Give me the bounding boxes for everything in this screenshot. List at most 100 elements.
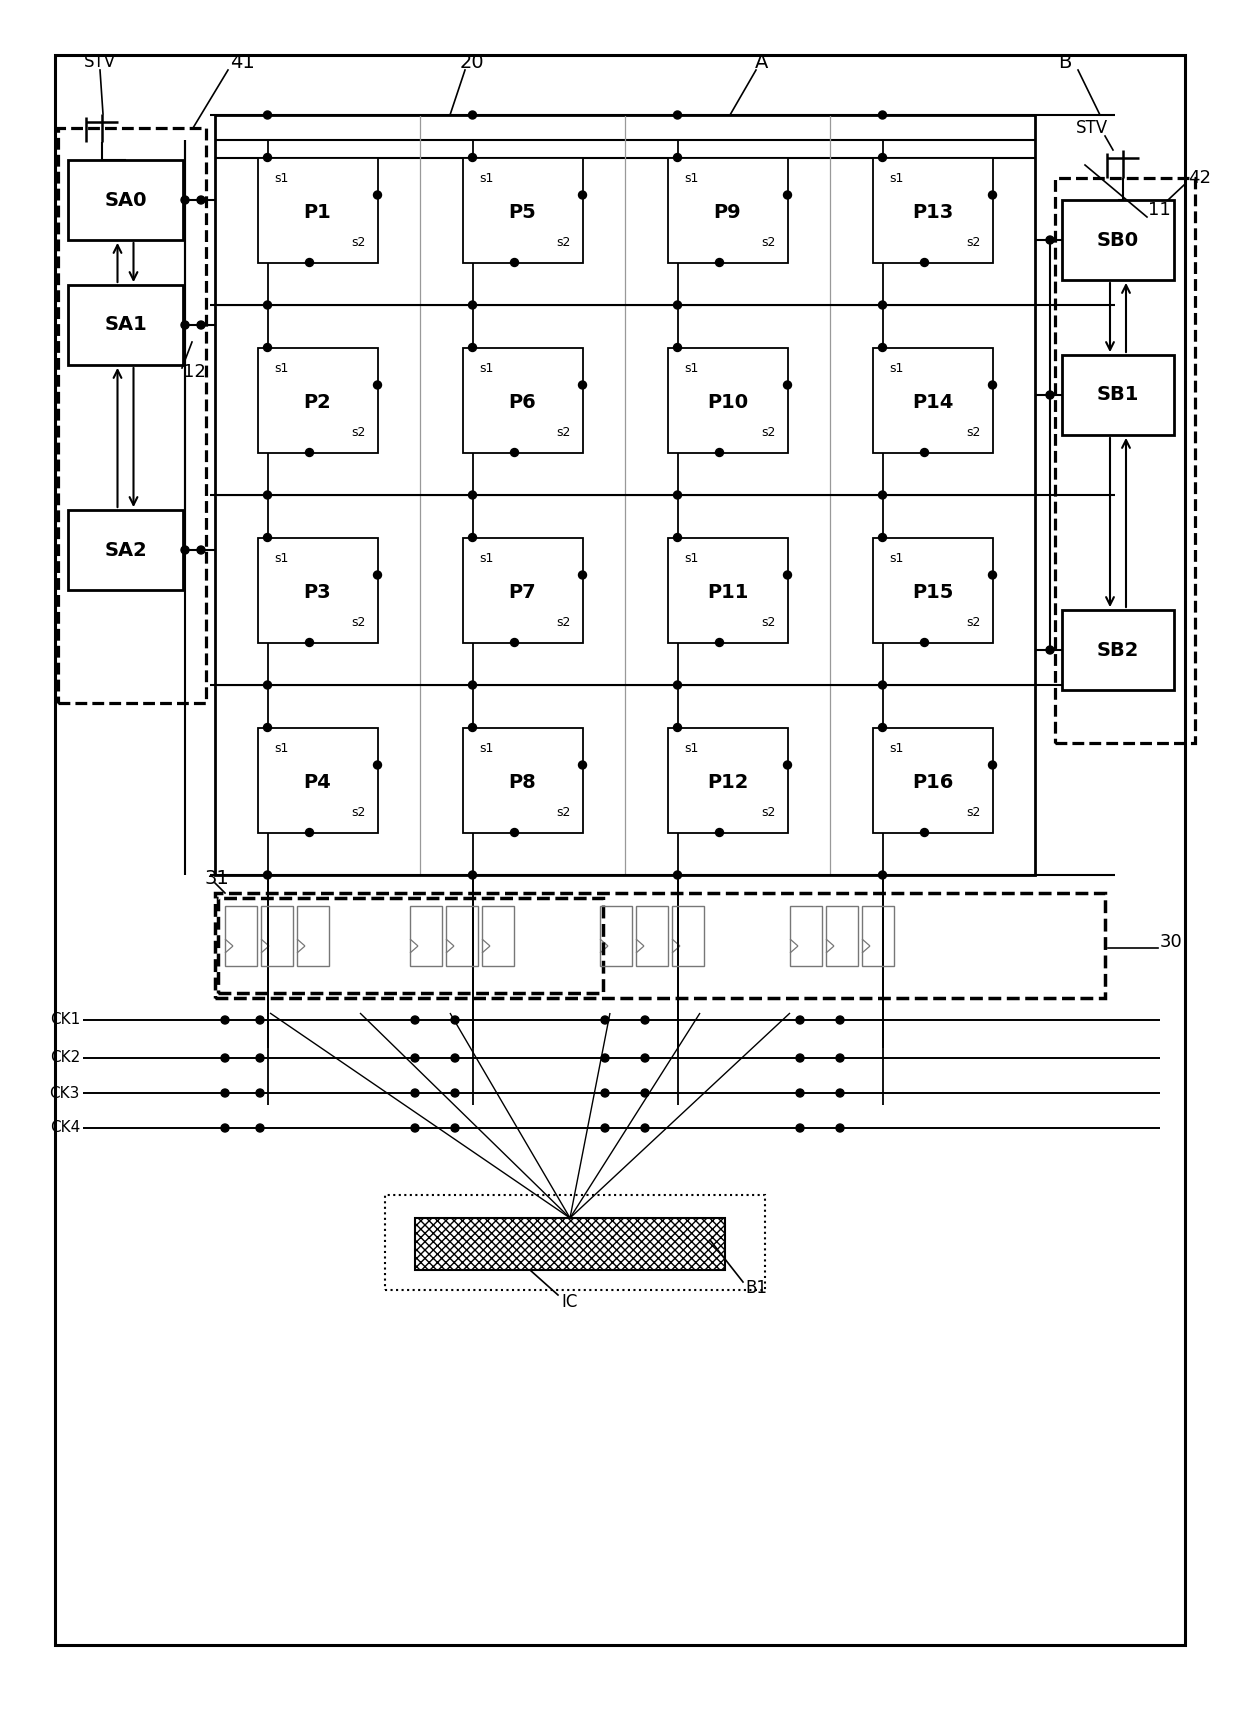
Circle shape: [796, 1054, 804, 1062]
Bar: [258, 537, 377, 642]
Circle shape: [836, 1054, 844, 1062]
Text: P5: P5: [508, 202, 537, 221]
Circle shape: [263, 681, 272, 690]
Circle shape: [197, 546, 205, 554]
Circle shape: [305, 829, 314, 836]
Text: 20: 20: [460, 53, 485, 72]
Circle shape: [469, 534, 476, 542]
Circle shape: [673, 534, 682, 542]
Bar: [482, 906, 515, 966]
Circle shape: [641, 1124, 649, 1133]
Text: P2: P2: [304, 393, 331, 412]
Circle shape: [181, 321, 188, 329]
Text: P3: P3: [304, 582, 331, 602]
Text: s2: s2: [556, 616, 570, 628]
Bar: [667, 158, 787, 263]
Circle shape: [920, 448, 929, 456]
Circle shape: [451, 1124, 459, 1133]
Text: s1: s1: [480, 172, 494, 185]
Circle shape: [373, 381, 382, 390]
Text: SA1: SA1: [104, 316, 146, 335]
Bar: [410, 906, 441, 966]
Circle shape: [784, 760, 791, 769]
Circle shape: [878, 343, 887, 352]
Circle shape: [673, 300, 682, 309]
Circle shape: [221, 1054, 229, 1062]
Text: P11: P11: [707, 582, 748, 602]
Text: IC: IC: [562, 1292, 578, 1311]
Circle shape: [878, 112, 887, 118]
Text: P7: P7: [508, 582, 537, 602]
Text: s2: s2: [966, 426, 981, 439]
Circle shape: [221, 1090, 229, 1097]
Circle shape: [878, 534, 887, 542]
Circle shape: [373, 760, 382, 769]
Circle shape: [579, 381, 587, 390]
Bar: [873, 158, 992, 263]
Circle shape: [410, 1054, 419, 1062]
Text: P4: P4: [304, 772, 331, 791]
Circle shape: [263, 153, 272, 161]
Circle shape: [410, 1016, 419, 1024]
Circle shape: [469, 491, 476, 499]
Circle shape: [579, 760, 587, 769]
Circle shape: [263, 724, 272, 731]
Circle shape: [469, 300, 476, 309]
Circle shape: [511, 448, 518, 456]
Circle shape: [920, 259, 929, 266]
Bar: [873, 348, 992, 453]
Text: s1: s1: [889, 172, 904, 185]
Bar: [463, 158, 583, 263]
Circle shape: [836, 1016, 844, 1024]
Circle shape: [469, 872, 476, 879]
Bar: [667, 728, 787, 832]
Text: s1: s1: [889, 741, 904, 755]
Circle shape: [641, 1054, 649, 1062]
Text: s2: s2: [351, 235, 366, 249]
Text: CK4: CK4: [50, 1121, 81, 1136]
Circle shape: [181, 196, 188, 204]
Bar: [68, 285, 184, 366]
Text: 31: 31: [205, 868, 229, 887]
Text: s1: s1: [480, 362, 494, 374]
Bar: [873, 537, 992, 642]
Text: s2: s2: [556, 235, 570, 249]
Circle shape: [255, 1054, 264, 1062]
Circle shape: [469, 343, 476, 352]
Circle shape: [641, 1090, 649, 1097]
Text: 12: 12: [184, 364, 206, 381]
Text: s2: s2: [761, 805, 775, 819]
Circle shape: [784, 190, 791, 199]
Bar: [463, 537, 583, 642]
Text: P14: P14: [911, 393, 954, 412]
Text: P9: P9: [714, 202, 742, 221]
Text: s2: s2: [351, 616, 366, 628]
Bar: [68, 160, 184, 240]
Circle shape: [796, 1016, 804, 1024]
Circle shape: [920, 638, 929, 647]
Text: s2: s2: [556, 426, 570, 439]
Bar: [672, 906, 704, 966]
Text: B1: B1: [745, 1278, 768, 1297]
Circle shape: [878, 153, 887, 161]
Text: SB0: SB0: [1097, 230, 1140, 249]
Circle shape: [451, 1090, 459, 1097]
Circle shape: [305, 638, 314, 647]
Circle shape: [469, 724, 476, 731]
Text: s2: s2: [966, 235, 981, 249]
Circle shape: [221, 1016, 229, 1024]
Circle shape: [673, 724, 682, 731]
Circle shape: [715, 638, 723, 647]
Circle shape: [255, 1016, 264, 1024]
Bar: [258, 348, 377, 453]
Circle shape: [641, 1016, 649, 1024]
Circle shape: [305, 448, 314, 456]
Circle shape: [579, 571, 587, 578]
Bar: [446, 906, 477, 966]
Text: P10: P10: [707, 393, 748, 412]
Circle shape: [601, 1054, 609, 1062]
Text: s1: s1: [274, 172, 289, 185]
Text: SB1: SB1: [1097, 386, 1140, 405]
Circle shape: [673, 872, 682, 879]
Circle shape: [197, 321, 205, 329]
